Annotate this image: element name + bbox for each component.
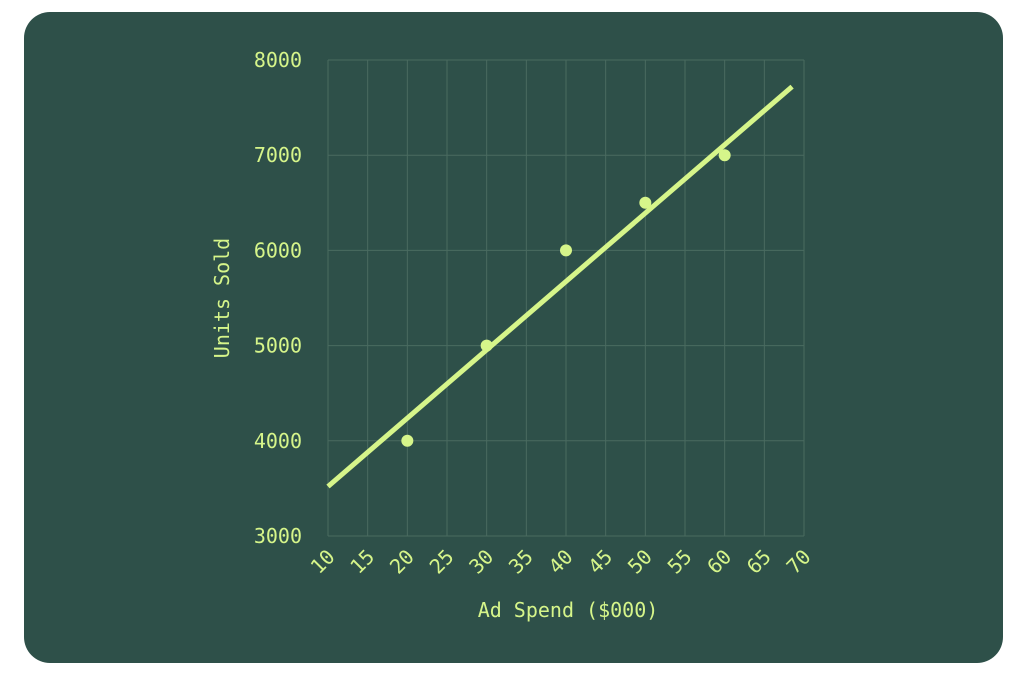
x-tick-label: 25	[425, 545, 459, 579]
x-tick-label: 70	[782, 545, 816, 579]
data-point	[639, 196, 652, 209]
x-axis-title: Ad Spend ($000)	[478, 598, 659, 622]
x-tick-label: 45	[583, 545, 617, 579]
x-tick-label: 30	[464, 545, 498, 579]
y-tick-label: 3000	[254, 524, 302, 548]
x-tick-label: 60	[702, 545, 736, 579]
y-tick-label: 4000	[254, 429, 302, 453]
chart-card	[24, 12, 1003, 663]
trendline-group	[326, 84, 794, 489]
data-point	[401, 434, 414, 447]
data-point	[718, 149, 731, 162]
y-tick-label: 5000	[254, 334, 302, 358]
grid	[327, 59, 805, 537]
trendline	[326, 84, 794, 489]
data-points	[401, 149, 731, 447]
y-axis-title: Units Sold	[210, 238, 234, 358]
y-tick-label: 8000	[254, 48, 302, 72]
x-tick-label: 40	[544, 545, 578, 579]
x-tick-label: 20	[385, 545, 419, 579]
x-tick-label: 35	[504, 545, 538, 579]
y-tick-label: 6000	[254, 238, 302, 262]
data-point	[560, 244, 572, 257]
x-axis-ticks: 10 15 20 25 30 35 40 45 50 55 60 65 70	[306, 545, 816, 579]
x-tick-label: 15	[345, 545, 379, 579]
x-tick-label: 50	[623, 545, 657, 579]
x-tick-label: 55	[663, 545, 697, 579]
y-tick-label: 7000	[254, 143, 302, 167]
x-tick-label: 10	[306, 545, 340, 579]
data-point	[480, 339, 493, 352]
x-tick-label: 65	[742, 545, 776, 579]
y-axis-ticks: 3000 4000 5000 6000 7000 8000	[254, 48, 302, 548]
